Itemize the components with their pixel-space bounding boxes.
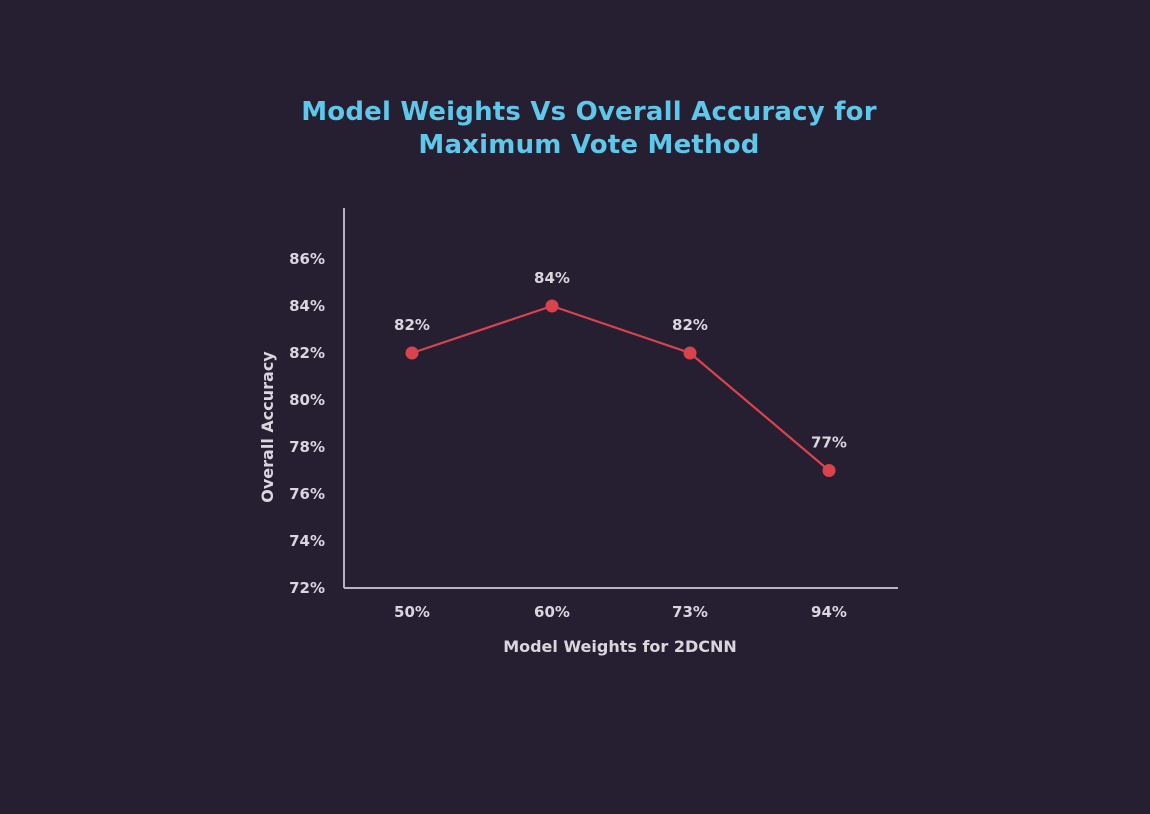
chart-title-line-2: Maximum Vote Method [418, 130, 760, 160]
y-tick-label: 84% [289, 297, 325, 315]
x-axis-ticks: 50% 60% 73% 94% [394, 603, 847, 621]
data-label: 82% [672, 316, 708, 334]
y-axis-ticks: 72% 74% 76% 78% 80% 82% 84% 86% [289, 250, 325, 597]
y-tick-label: 78% [289, 438, 325, 456]
data-label: 82% [394, 316, 430, 334]
chart-title: Model Weights Vs Overall Accuracy for Ma… [0, 96, 1150, 162]
y-axis-label: Overall Accuracy [258, 351, 277, 503]
data-point [545, 299, 559, 313]
data-label: 77% [811, 434, 847, 452]
y-tick-label: 80% [289, 391, 325, 409]
data-label: 84% [534, 269, 570, 287]
chart-axes [343, 208, 898, 589]
y-tick-label: 82% [289, 344, 325, 362]
y-tick-label: 72% [289, 579, 325, 597]
y-tick-label: 86% [289, 250, 325, 268]
data-point [405, 346, 419, 360]
x-tick-label: 94% [811, 603, 847, 621]
data-point [822, 464, 836, 477]
x-tick-label: 73% [672, 603, 708, 621]
y-tick-label: 74% [289, 532, 325, 550]
chart-title-line-1: Model Weights Vs Overall Accuracy for [301, 97, 877, 127]
y-tick-label: 76% [289, 485, 325, 503]
x-axis-label: Model Weights for 2DCNN [503, 637, 737, 656]
data-point [683, 346, 697, 360]
x-tick-label: 50% [394, 603, 430, 621]
data-labels-group: 82% 84% 82% 77% [394, 269, 847, 452]
x-tick-label: 60% [534, 603, 570, 621]
series-line [411, 304, 830, 472]
series-group [405, 299, 836, 477]
